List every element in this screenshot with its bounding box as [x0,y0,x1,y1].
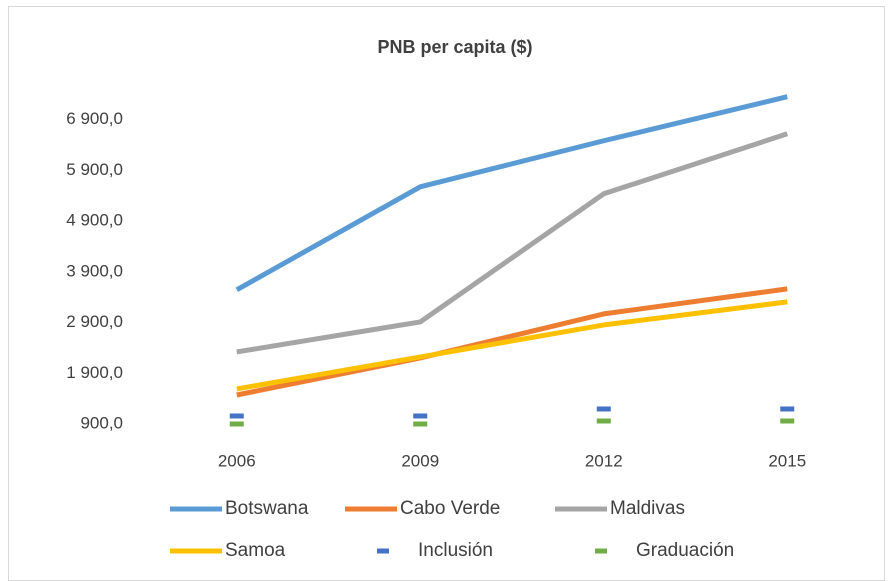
legend-label: Inclusión [418,540,493,561]
legend-swatch [377,548,389,554]
y-tick-label: 3 900,0 [66,261,123,280]
series-line [236,299,788,392]
y-tick-label: 4 900,0 [66,211,123,230]
legend-label: Samoa [225,540,286,561]
legend-label: Graduación [636,540,734,561]
series-line [236,131,789,355]
marker [229,421,244,427]
marker [780,406,795,412]
marker [780,418,795,424]
chart-title: PNB per capita ($) [377,37,532,57]
y-tick-label: 5 900,0 [66,160,123,179]
marker [413,413,428,419]
marker [596,418,611,424]
marker [229,413,244,419]
legend-label: Cabo Verde [400,498,500,519]
legend-label: Maldivas [610,498,685,519]
x-tick-label: 2012 [585,451,623,470]
x-tick-label: 2015 [768,451,806,470]
y-tick-label: 1 900,0 [66,363,123,382]
y-tick-label: 900,0 [80,413,123,432]
y-tick-label: 6 900,0 [66,109,123,128]
legend-label: Botswana [225,498,309,519]
series-line [236,286,788,398]
x-tick-label: 2006 [218,451,256,470]
series-line [235,94,788,293]
legend-swatch [595,548,607,554]
marker [596,406,611,412]
x-tick-label: 2009 [401,451,439,470]
marker [413,421,428,427]
y-tick-label: 2 900,0 [66,312,123,331]
